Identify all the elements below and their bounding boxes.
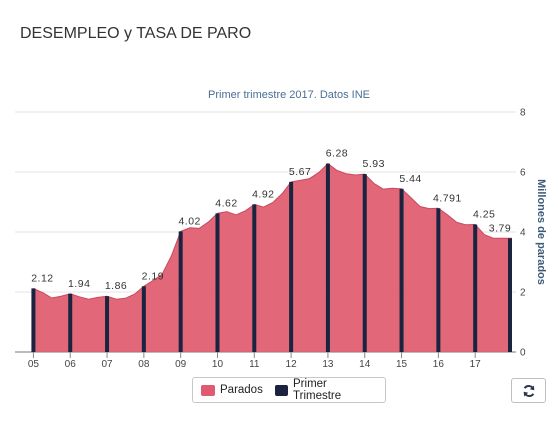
data-label: 4.62 — [215, 197, 237, 209]
x-tick-label: 13 — [322, 359, 334, 370]
bar-primer-trimestre — [68, 293, 73, 352]
bar-primer-trimestre — [399, 188, 404, 352]
y-tick-label: 6 — [520, 168, 526, 179]
data-label: 5.93 — [363, 158, 385, 170]
data-label: 4.92 — [252, 188, 274, 200]
data-label: 2.19 — [142, 270, 164, 282]
y-tick-label: 4 — [520, 228, 526, 239]
legend-swatch-parados — [201, 384, 215, 396]
bar-primer-trimestre — [252, 204, 257, 352]
bar-primer-trimestre — [325, 163, 330, 352]
data-label: 4.791 — [433, 192, 462, 204]
area-line — [33, 162, 512, 300]
bar-primer-trimestre — [141, 286, 146, 352]
refresh-button[interactable] — [511, 378, 546, 403]
bar-primer-trimestre — [178, 231, 183, 352]
bar-primer-trimestre — [31, 288, 36, 352]
refresh-icon — [523, 384, 534, 397]
data-label: 4.02 — [178, 215, 200, 227]
data-labels: 2.12 1.94 1.86 2.19 4.02 4.62 4.92 5.67 6.28 5.93… — [31, 148, 511, 293]
x-tick-label: 06 — [65, 359, 77, 370]
x-tick-label: 11 — [249, 359, 260, 370]
x-tick-label: 14 — [359, 359, 371, 370]
x-tick-label: 12 — [286, 359, 298, 370]
y-tick-label: 2 — [520, 288, 526, 299]
x-tick-label: 07 — [101, 359, 113, 370]
chart-subtitle: Primer trimestre 2017. Datos INE — [208, 89, 370, 101]
legend-label-primer-trimestre: Primer Trimestre — [293, 378, 342, 402]
y-tick-label: 8 — [520, 108, 526, 119]
legend-label-parados: Parados — [220, 384, 263, 396]
x-tick-label: 09 — [175, 359, 187, 370]
bar-primer-trimestre — [508, 238, 512, 352]
area-series — [33, 162, 512, 352]
x-tick-label: 10 — [212, 359, 224, 370]
x-tick-label: 08 — [138, 359, 150, 370]
y-tick-label: 0 — [520, 348, 526, 359]
x-tick-label: 05 — [28, 359, 40, 370]
bar-primer-trimestre — [105, 296, 110, 352]
bar-series — [31, 163, 512, 352]
x-tick-label: 15 — [396, 359, 408, 370]
x-tick-label: 17 — [470, 359, 482, 370]
bar-primer-trimestre — [215, 213, 220, 352]
legend: Parados Primer Trimestre — [192, 377, 386, 403]
y-axis: 0 2 4 6 8 — [520, 108, 526, 359]
legend-swatch-primer-trimestre — [274, 384, 289, 396]
bar-primer-trimestre — [436, 208, 441, 352]
legend-item-primer-trimestre[interactable]: Primer Trimestre — [274, 378, 373, 402]
data-label: 1.86 — [105, 280, 127, 292]
page-title: DESEMPLEO y TASA DE PARO — [20, 25, 252, 42]
data-label: 3.79 — [489, 222, 511, 234]
data-label: 4.25 — [473, 209, 495, 221]
y-axis-label: Millones de parados — [535, 179, 547, 285]
x-tick-label: 16 — [433, 359, 445, 370]
legend-item-parados[interactable]: Parados — [201, 384, 263, 396]
data-label: 5.44 — [399, 173, 421, 185]
area-fill — [33, 163, 512, 352]
data-label: 1.94 — [68, 278, 90, 290]
bar-primer-trimestre — [473, 224, 478, 352]
data-label: 2.12 — [31, 272, 53, 284]
x-axis: 05 06 07 08 09 10 11 12 13 14 15 16 17 — [28, 352, 481, 370]
bar-primer-trimestre — [362, 174, 367, 352]
bar-primer-trimestre — [289, 181, 294, 352]
data-label: 5.67 — [289, 166, 311, 178]
data-label: 6.28 — [326, 148, 348, 160]
